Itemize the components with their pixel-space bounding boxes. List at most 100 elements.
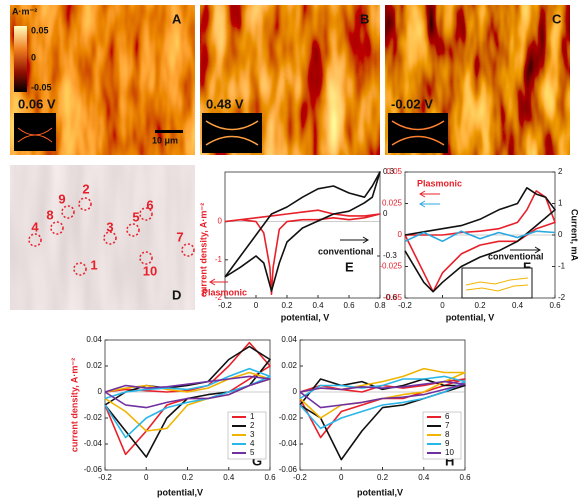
spot-circle	[139, 207, 153, 221]
x-tick-label: -0.2	[218, 301, 232, 310]
panel-label: G	[252, 453, 262, 468]
x-axis-label: potential,V	[157, 487, 203, 497]
x-tick-label: 0	[440, 301, 445, 310]
y-tick-label: 0.04	[281, 335, 297, 344]
inset	[14, 113, 56, 151]
annotation: Plasmonic	[202, 287, 247, 297]
curve	[224, 171, 381, 292]
colorbar-tick: -0.05	[31, 82, 52, 92]
micrograph	[9, 164, 196, 311]
x-tick-label: 0	[144, 473, 149, 482]
arrow	[510, 246, 541, 254]
x-axis-label: potential, V	[446, 312, 495, 322]
spot-circle	[103, 231, 117, 245]
legend-label: 6	[445, 412, 450, 421]
arrow	[340, 236, 369, 244]
x-tick-label: -0.2	[398, 301, 412, 310]
spot-label: 7	[176, 229, 183, 244]
spot-circle	[181, 243, 195, 257]
x-tick-label: 0.4	[223, 473, 235, 482]
arrow	[419, 190, 440, 198]
inset-pattern	[17, 127, 53, 143]
panel-label: D	[172, 287, 181, 302]
x-tick-label: -0.2	[98, 473, 112, 482]
x-tick-label: 0.2	[474, 301, 486, 310]
x-tick-label: 0.4	[418, 473, 430, 482]
x-tick-label: 0	[339, 473, 344, 482]
y2-tick-label: 0.3	[383, 167, 395, 176]
voltage-label: -0.02 V	[391, 96, 433, 111]
inset	[388, 113, 448, 153]
legend-label: 1	[250, 412, 255, 421]
inset-pattern	[465, 277, 529, 292]
y-tick-label: -0.02	[84, 413, 103, 422]
scale-bar	[155, 130, 183, 133]
spot-label: 6	[146, 197, 153, 212]
panel-label: C	[552, 11, 562, 26]
x-tick-label: 0.6	[264, 473, 276, 482]
x-tick-label: 0	[254, 301, 259, 310]
y2-tick-label: -1	[558, 262, 566, 271]
spot-label: 5	[132, 209, 139, 224]
spot-label: 3	[106, 219, 113, 234]
spot-circle	[50, 221, 64, 235]
x-axis-label: potential, V	[281, 312, 330, 322]
spot-circle	[126, 223, 140, 237]
spot-label: 8	[46, 207, 53, 222]
inset	[202, 113, 262, 153]
y2-tick-label: -0.6	[383, 293, 397, 302]
arrow	[419, 200, 440, 208]
y-tick-label: 0	[293, 387, 298, 396]
spot-circle	[78, 197, 92, 211]
curve	[299, 378, 466, 461]
y2-tick-label: 0	[558, 230, 563, 239]
legend-label: 5	[250, 448, 255, 457]
x-tick-label: 0.4	[312, 301, 324, 310]
y-tick-label: 0.02	[86, 361, 102, 370]
y-tick-label: -0.06	[279, 465, 298, 474]
scale-label: 10 μm	[152, 135, 178, 145]
y-axis-label: current density, A·m⁻²	[69, 358, 79, 452]
y-tick-label: 0.02	[281, 361, 297, 370]
panel-label: E	[345, 259, 354, 274]
spot-label: 4	[31, 219, 39, 234]
x-tick-label: 0.6	[549, 301, 561, 310]
legend-label: 3	[250, 430, 255, 439]
y-tick-label: 0.025	[382, 199, 403, 208]
y2-tick-label: 0	[383, 209, 388, 218]
curve	[104, 341, 271, 456]
legend-label: 9	[445, 439, 450, 448]
y-tick-label: -0.04	[279, 439, 298, 448]
spot-label: 2	[82, 181, 89, 196]
colorbar-tick: 0.05	[31, 25, 49, 35]
y-axis-label: current density, A·m⁻²	[198, 203, 208, 297]
legend-label: 10	[445, 448, 454, 457]
x-tick-label: 0.8	[374, 301, 386, 310]
panel-label: A	[172, 11, 182, 26]
voltage-label: 0.48 V	[206, 96, 244, 111]
x-tick-label: 0.2	[182, 473, 194, 482]
y-tick-label: -0.04	[84, 439, 103, 448]
y2-tick-label: -0.3	[383, 251, 397, 260]
legend-label: 8	[445, 430, 450, 439]
curve	[299, 378, 466, 439]
x-tick-label: 0.2	[377, 473, 389, 482]
y-tick-label: 0	[98, 387, 103, 396]
colorbar	[14, 26, 27, 92]
spot-circle	[61, 205, 75, 219]
y-tick-label: -0.02	[279, 413, 298, 422]
y2-axis-label: Current, mA	[570, 209, 580, 262]
insets	[14, 113, 448, 153]
panel-label: F	[523, 259, 531, 274]
spots: 1 2 3 4 56 7 89 10	[28, 181, 195, 278]
spot-label: 9	[58, 191, 65, 206]
curve	[104, 367, 271, 439]
x-tick-label: -0.2	[293, 473, 307, 482]
panel-label: H	[445, 453, 454, 468]
curve	[224, 209, 381, 296]
y-tick-label: -0.025	[379, 262, 402, 271]
legend-label: 2	[250, 421, 255, 430]
y-tick-label: 0.05	[386, 167, 402, 176]
plot-frame	[224, 171, 381, 299]
curve	[404, 187, 556, 293]
